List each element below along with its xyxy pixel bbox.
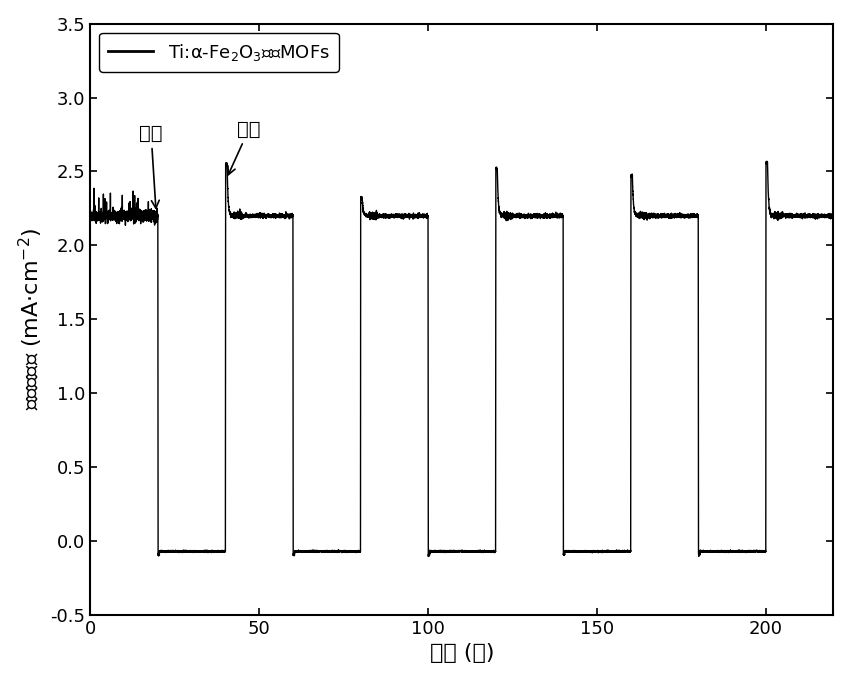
Y-axis label: 光电流密度 (mA·cm$^{-2}$): 光电流密度 (mA·cm$^{-2}$)	[17, 228, 45, 411]
Legend: Ti:α-Fe$_2$O$_3$复合MOFs: Ti:α-Fe$_2$O$_3$复合MOFs	[99, 33, 339, 72]
Text: 开灯: 开灯	[228, 120, 261, 175]
Text: 关灯: 关灯	[139, 124, 163, 208]
X-axis label: 时间 (秒): 时间 (秒)	[429, 643, 494, 663]
